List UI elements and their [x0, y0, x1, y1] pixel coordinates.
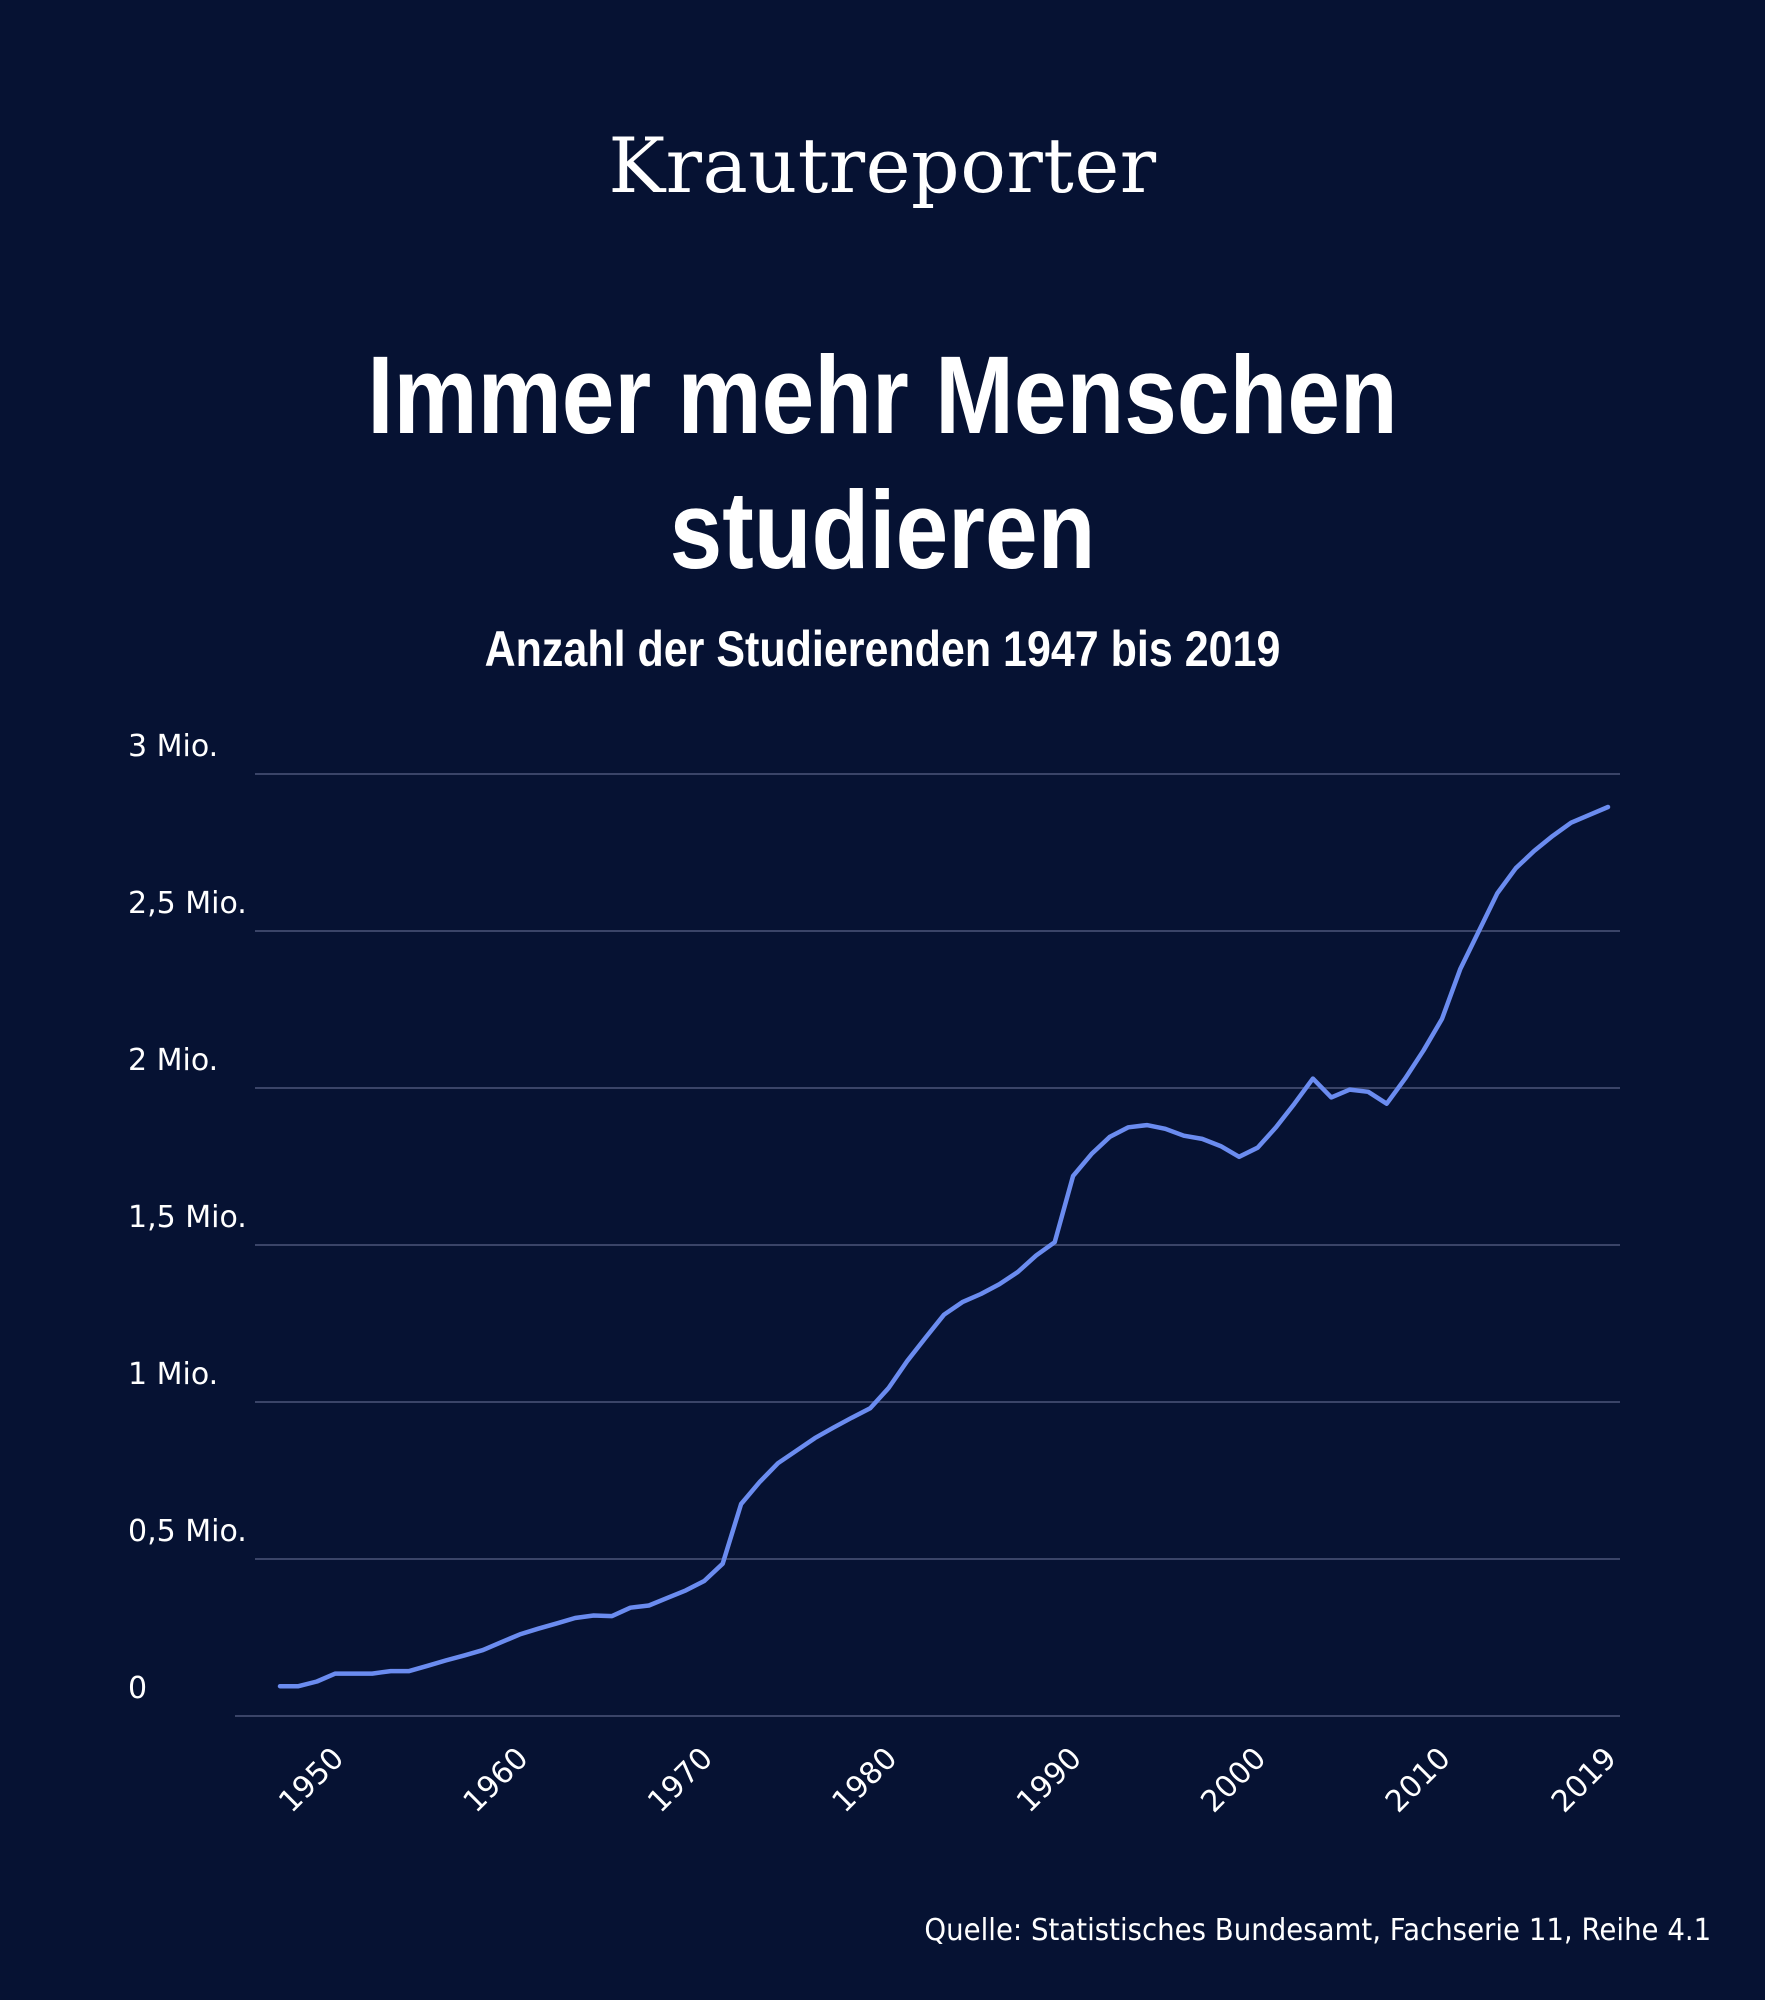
- series-line-0: [277, 804, 1611, 1689]
- page-title: Immer mehr Menschen studieren: [124, 328, 1642, 598]
- x-tick-label: 1950: [272, 1741, 351, 1820]
- y-tick-label: 2,5 Mio.: [128, 886, 247, 921]
- source-note: Quelle: Statistisches Bundesamt, Fachser…: [924, 1913, 1711, 1948]
- y-tick-label: 1 Mio.: [128, 1357, 218, 1392]
- x-tick-label: 2010: [1379, 1741, 1458, 1820]
- y-tick-label: 3 Mio.: [128, 729, 218, 764]
- y-tick-labels: 0 0,5 Mio. 1 Mio. 1,5 Mio. 2 Mio. 2,5 Mio. 3 M…: [128, 729, 247, 1706]
- x-tick-label: 1960: [457, 1741, 536, 1820]
- x-tick-label: 2019: [1545, 1741, 1624, 1820]
- grid-layer: [235, 773, 1620, 1717]
- x-tick-labels: 1950 1960 1970 1980 1990 2000 2010 2019: [272, 1741, 1623, 1820]
- x-tick-label: 2000: [1194, 1741, 1273, 1820]
- x-tick-label: 1990: [1010, 1741, 1089, 1820]
- x-tick-label: 1970: [641, 1741, 720, 1820]
- series-layer: [277, 804, 1611, 1689]
- title-line-1: Immer mehr Menschen: [367, 334, 1398, 457]
- y-tick-label: 2 Mio.: [128, 1043, 218, 1078]
- chart-subtitle: Anzahl der Studierenden 1947 bis 2019: [484, 621, 1281, 677]
- y-tick-label: 0: [128, 1671, 147, 1706]
- y-tick-label: 1,5 Mio.: [128, 1200, 247, 1235]
- x-tick-label: 1980: [826, 1741, 905, 1820]
- title-line-2: studieren: [669, 469, 1096, 592]
- brand-logo: Krautreporter: [608, 121, 1157, 210]
- y-tick-label: 0,5 Mio.: [128, 1514, 247, 1549]
